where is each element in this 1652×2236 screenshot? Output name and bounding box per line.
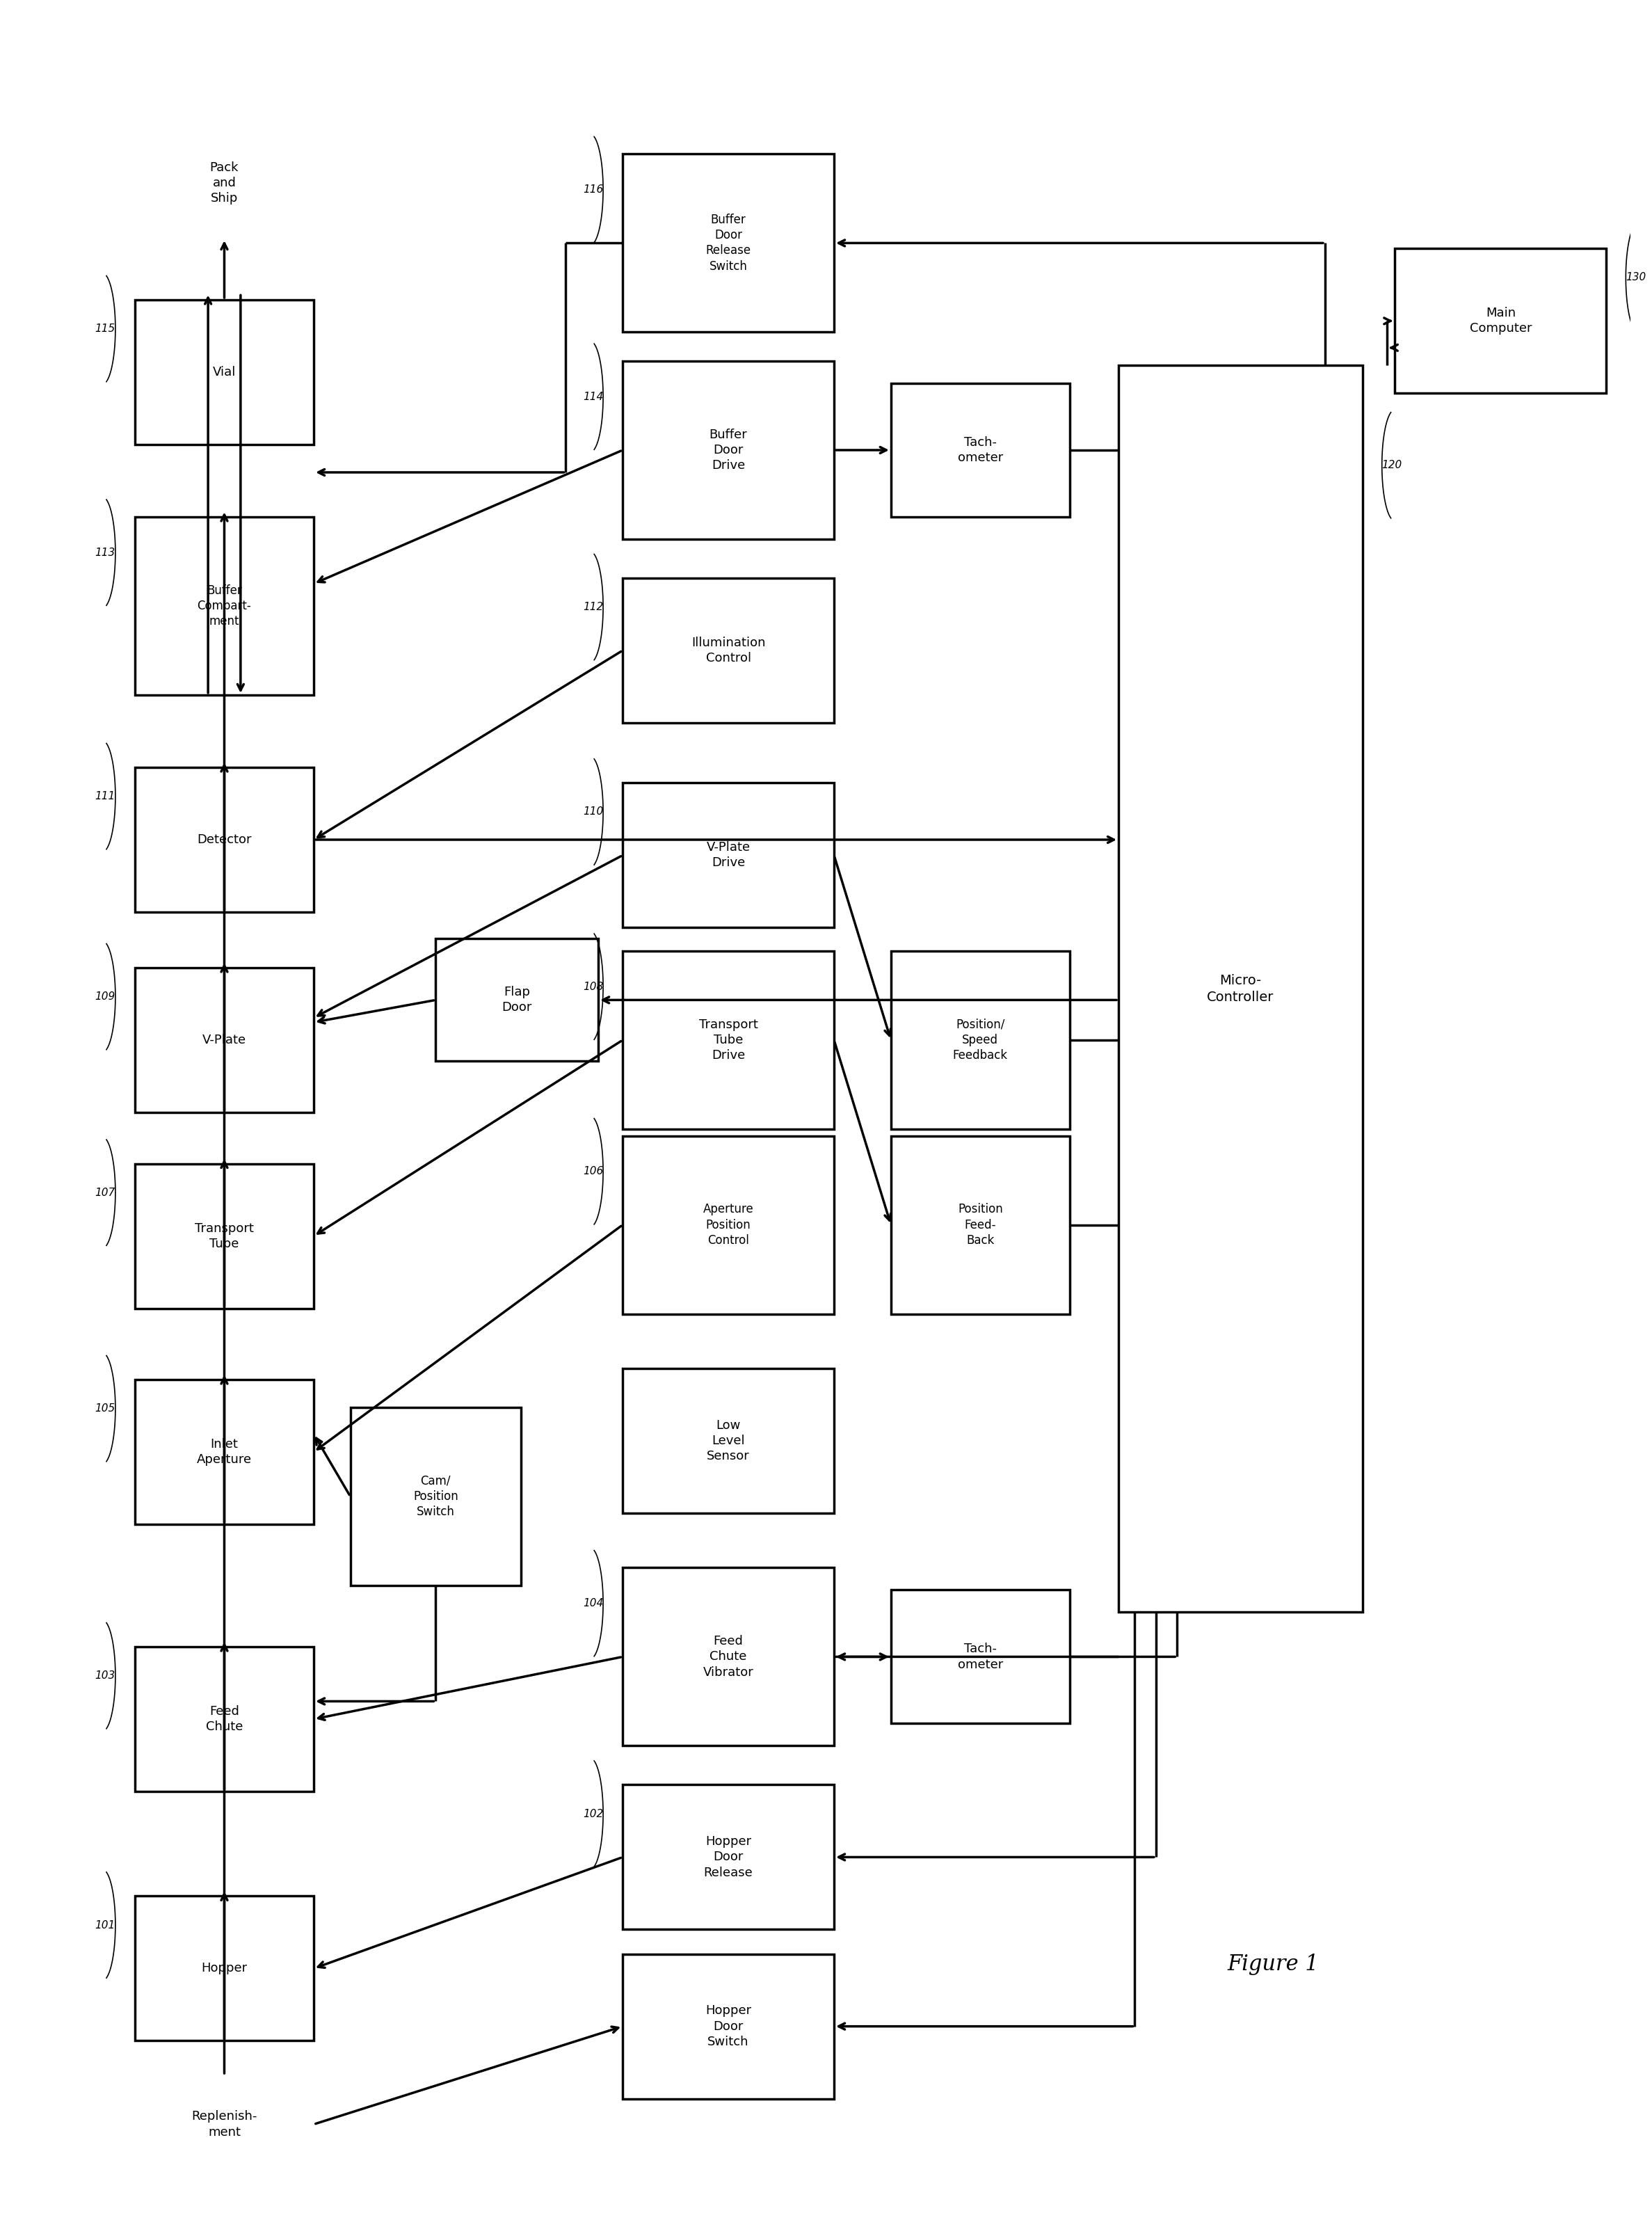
Text: Aperture
Position
Control: Aperture Position Control [704,1203,753,1248]
Text: 109: 109 [96,991,116,1002]
Text: V-Plate: V-Plate [202,1033,246,1046]
FancyBboxPatch shape [623,1567,834,1746]
Text: 113: 113 [96,548,116,557]
FancyBboxPatch shape [623,783,834,928]
FancyBboxPatch shape [623,1784,834,1930]
Text: Detector: Detector [197,834,251,845]
Text: Vial: Vial [213,367,236,378]
FancyBboxPatch shape [890,1136,1070,1315]
FancyBboxPatch shape [135,767,314,912]
Text: Hopper
Door
Release: Hopper Door Release [704,1836,753,1878]
Text: 111: 111 [96,792,116,800]
FancyBboxPatch shape [890,1590,1070,1724]
FancyBboxPatch shape [890,382,1070,517]
Text: Tach-
ometer: Tach- ometer [958,436,1003,465]
Text: 120: 120 [1383,461,1403,470]
Text: Cam/
Position
Switch: Cam/ Position Switch [413,1476,458,1518]
Text: Replenish-
ment: Replenish- ment [192,2111,258,2138]
Text: Flap
Door: Flap Door [502,986,532,1013]
FancyBboxPatch shape [436,939,598,1062]
FancyBboxPatch shape [623,1368,834,1514]
Text: 104: 104 [583,1599,603,1608]
Text: Hopper: Hopper [202,1963,248,1974]
Text: Transport
Tube
Drive: Transport Tube Drive [699,1017,758,1062]
Text: Tach-
ometer: Tach- ometer [958,1643,1003,1670]
Text: 106: 106 [583,1167,603,1176]
Text: 115: 115 [96,324,116,333]
FancyBboxPatch shape [135,1380,314,1525]
FancyBboxPatch shape [135,300,314,445]
Text: 114: 114 [583,391,603,402]
Text: 110: 110 [583,807,603,816]
FancyBboxPatch shape [623,1136,834,1315]
Text: Position
Feed-
Back: Position Feed- Back [958,1203,1003,1248]
Text: Main
Computer: Main Computer [1470,306,1531,335]
Text: 107: 107 [96,1187,116,1198]
Text: 130: 130 [1626,273,1645,282]
FancyBboxPatch shape [623,579,834,722]
Text: Inlet
Aperture: Inlet Aperture [197,1438,251,1467]
Text: Position/
Speed
Feedback: Position/ Speed Feedback [953,1017,1008,1062]
Text: Feed
Chute: Feed Chute [206,1706,243,1733]
Text: 105: 105 [96,1404,116,1413]
FancyBboxPatch shape [135,1896,314,2041]
Text: V-Plate
Drive: V-Plate Drive [707,841,750,870]
FancyBboxPatch shape [1118,364,1363,1612]
Text: Pack
and
Ship: Pack and Ship [210,161,240,206]
Text: Illumination
Control: Illumination Control [691,637,765,664]
Text: 103: 103 [96,1670,116,1681]
Text: Buffer
Compart-
ment: Buffer Compart- ment [197,584,251,628]
Text: Buffer
Door
Drive: Buffer Door Drive [709,429,747,472]
FancyBboxPatch shape [623,154,834,333]
Text: Feed
Chute
Vibrator: Feed Chute Vibrator [704,1635,753,1679]
FancyBboxPatch shape [350,1406,520,1585]
FancyBboxPatch shape [135,968,314,1114]
Text: 108: 108 [583,982,603,993]
FancyBboxPatch shape [1394,248,1606,394]
Text: 116: 116 [583,183,603,195]
Text: 102: 102 [583,1809,603,1818]
Text: Buffer
Door
Release
Switch: Buffer Door Release Switch [705,215,752,273]
FancyBboxPatch shape [623,950,834,1129]
FancyBboxPatch shape [890,950,1070,1129]
Text: 101: 101 [96,1921,116,1930]
FancyBboxPatch shape [623,1954,834,2100]
Text: Low
Level
Sensor: Low Level Sensor [707,1420,750,1462]
Text: 112: 112 [583,601,603,613]
Text: Transport
Tube: Transport Tube [195,1223,254,1250]
Text: Figure 1: Figure 1 [1227,1954,1318,1974]
FancyBboxPatch shape [135,1646,314,1791]
Text: Hopper
Door
Switch: Hopper Door Switch [705,2006,752,2048]
FancyBboxPatch shape [623,360,834,539]
FancyBboxPatch shape [135,517,314,695]
FancyBboxPatch shape [135,1163,314,1308]
Text: Micro-
Controller: Micro- Controller [1208,975,1274,1004]
